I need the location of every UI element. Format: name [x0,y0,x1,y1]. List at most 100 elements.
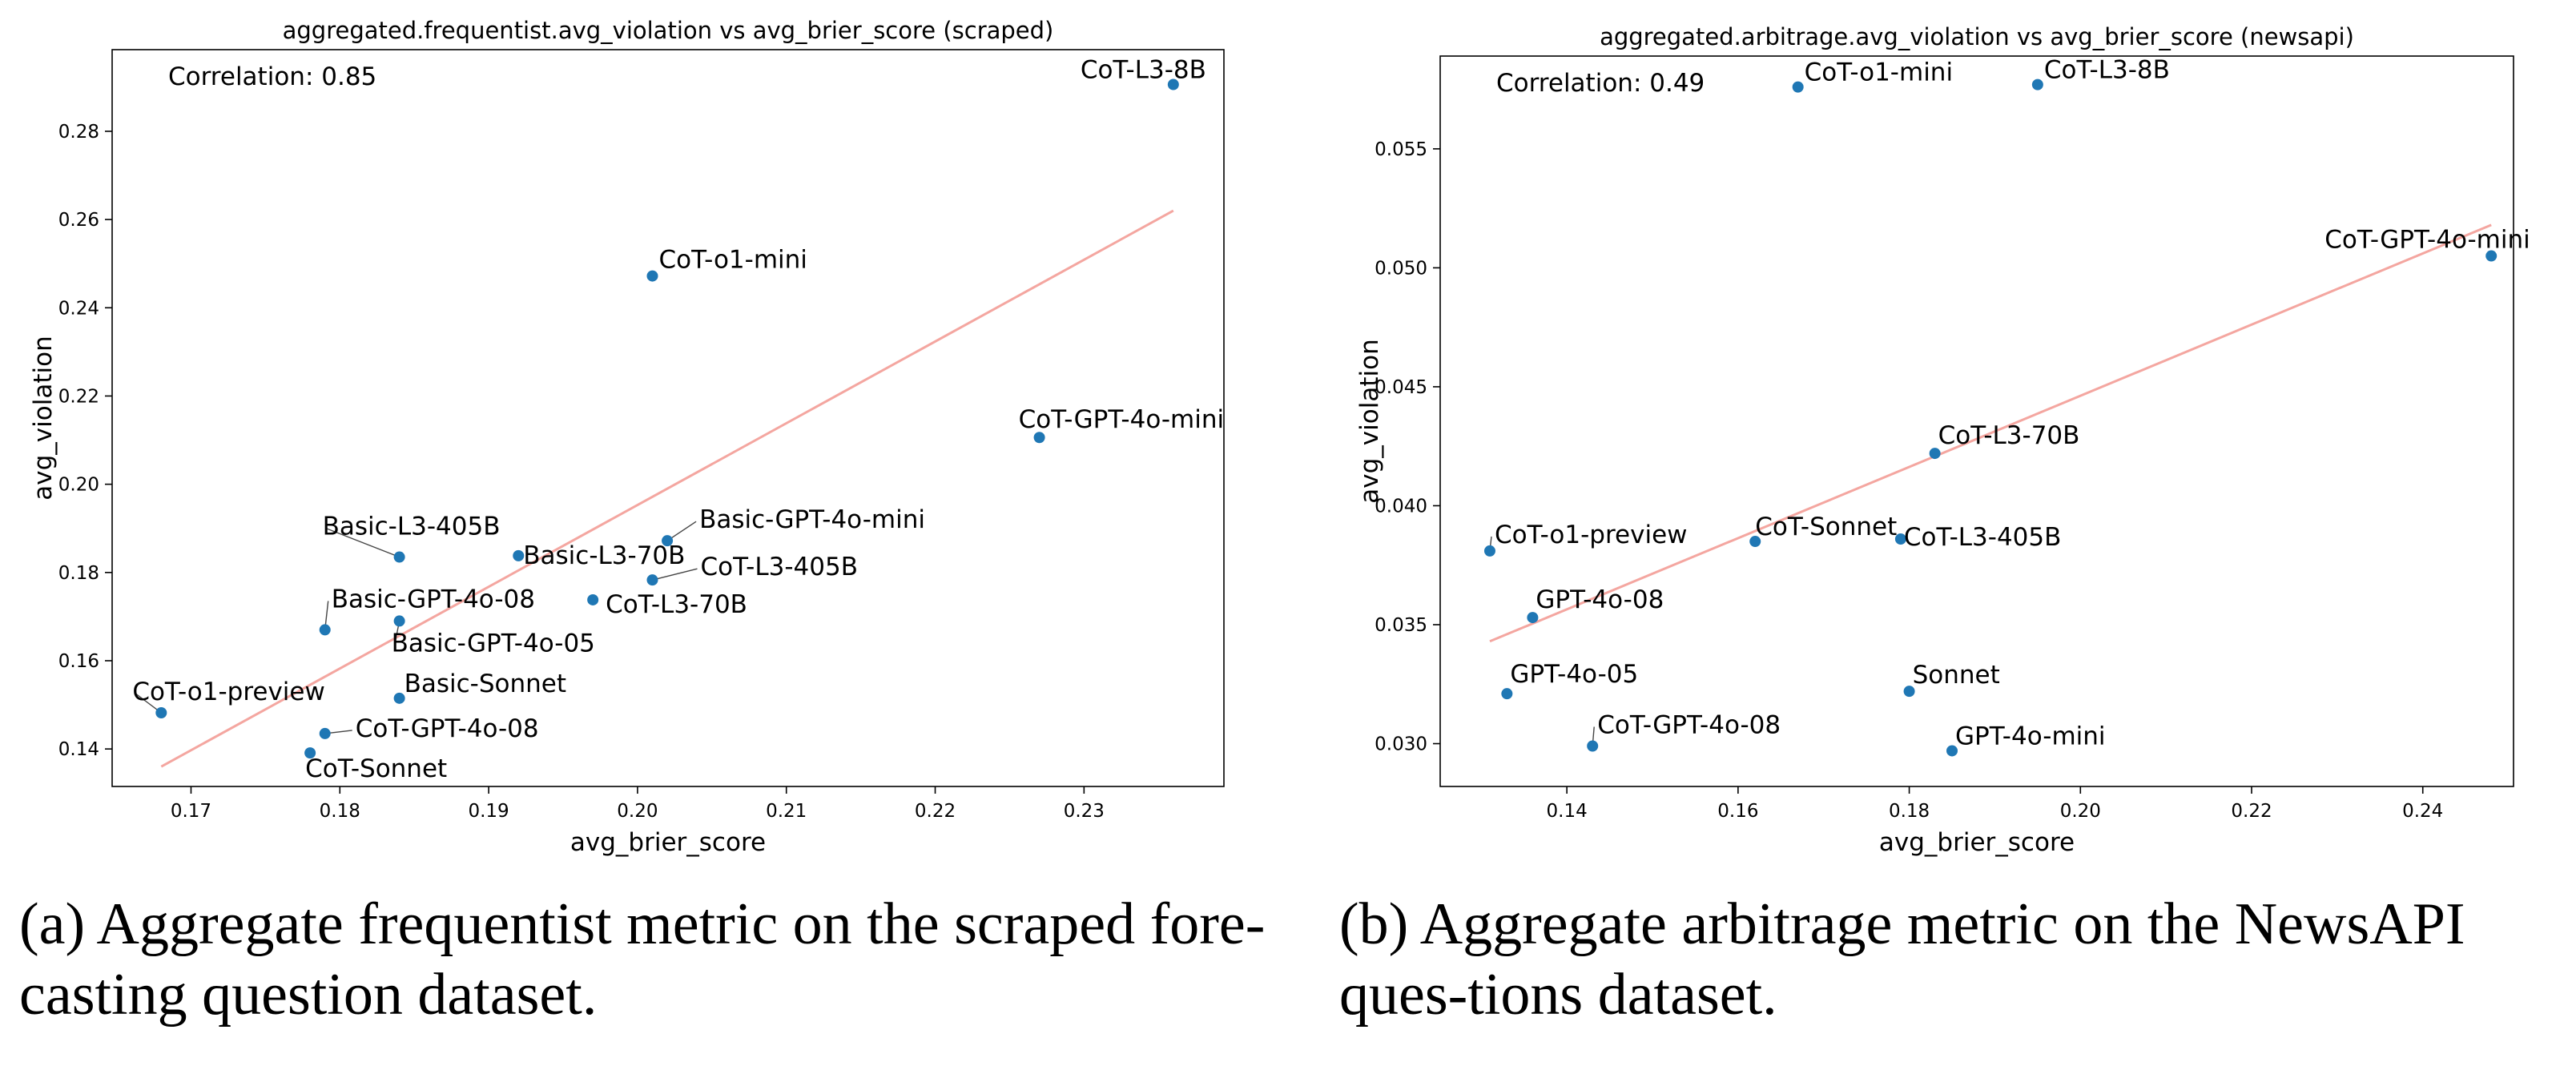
chart-1-point-label-cot-sonnet: CoT-Sonnet [305,754,447,783]
chart-1-point-basic-gpt-4o-08 [319,624,331,636]
chart-1-point-label-cot-l3-8b: CoT-L3-8B [1081,56,1206,85]
chart-2-point-cot-l3-405b [1894,533,1906,545]
chart-1-y-axis-label: avg_violation [29,336,58,500]
chart-1-point-label-basic-sonnet: Basic-Sonnet [405,670,566,698]
chart-2-point-label-cot-gpt-4o-08: CoT-GPT-4o-08 [1597,710,1781,739]
chart-2-point-label-sonnet: Sonnet [1913,661,2000,690]
chart-2-correlation-annotation: Correlation: 0.49 [1496,69,1705,98]
chart-2-point-cot-l3-70b [1929,448,1941,460]
chart-1-point-cot-l3-70b [587,593,599,605]
scatter-chart-frequentist: aggregated.frequentist.avg_violation vs … [29,17,1225,857]
chart-1-ytick-label: 0.20 [58,475,99,496]
chart-1-point-label-basic-gpt-4o-08: Basic-GPT-4o-08 [332,585,535,613]
chart-2-point-sonnet [1903,686,1915,698]
chart-1-point-cot-o1-preview [155,707,167,718]
chart-1-point-label-cot-o1-preview: CoT-o1-preview [132,678,325,706]
chart-1-correlation-annotation: Correlation: 0.85 [168,62,376,91]
chart-1-point-label-cot-o1-mini: CoT-o1-mini [658,246,807,275]
chart-2-ytick-label: 0.055 [1375,139,1427,160]
chart-2-point-label-cot-l3-8b: CoT-L3-8B [2044,56,2170,85]
figure-caption-b: (b) Aggregate arbitrage metric on the Ne… [1339,891,2465,1028]
chart-2-point-cot-l3-8b [2031,78,2043,90]
chart-2-point-label-gpt-4o-mini: GPT-4o-mini [1955,722,2106,750]
chart-1-ytick-label: 0.14 [58,739,99,760]
chart-1-point-basic-l3-70b [513,549,525,561]
scatter-chart-arbitrage: aggregated.arbitrage.avg_violation vs av… [1355,23,2530,857]
chart-1-point-cot-sonnet [304,747,316,759]
chart-1-ytick-label: 0.24 [58,298,99,319]
chart-1-point-cot-l3-8b [1167,78,1179,90]
chart-2-ytick-label: 0.035 [1375,615,1427,636]
chart-1-ytick-label: 0.28 [58,122,99,143]
chart-1-leader-line-basic-l3-405b [325,527,400,558]
chart-1-ytick-label: 0.18 [58,563,99,584]
chart-2-point-cot-o1-mini [1792,81,1804,93]
chart-1-ytick-label: 0.22 [58,386,99,407]
chart-2-point-label-gpt-4o-08: GPT-4o-08 [1536,585,1664,614]
figure-caption-a: (a) Aggregate frequentist metric on the … [19,891,1266,1028]
chart-2-xtick-label: 0.24 [2402,801,2443,822]
chart-1-xtick-label: 0.17 [171,801,211,822]
chart-2-ytick-label: 0.030 [1375,734,1427,755]
chart-1-xtick-label: 0.21 [766,801,807,822]
chart-2-ytick-label: 0.050 [1375,258,1427,279]
chart-2-point-label-cot-gpt-4o-mini: CoT-GPT-4o-mini [2324,226,2530,255]
chart-2-ytick-label: 0.040 [1375,496,1427,517]
chart-1-point-cot-gpt-4o-08 [319,727,331,739]
chart-1-x-axis-label: avg_brier_score [570,828,766,857]
chart-1-xtick-label: 0.18 [320,801,360,822]
chart-1-plot-frame [111,49,1225,787]
chart-2-trendline [1489,223,2492,643]
chart-1-point-basic-gpt-4o-mini [662,535,674,547]
chart-2-x-axis-label: avg_brier_score [1879,828,2075,857]
chart-2-plot-frame [1439,55,2514,787]
chart-2-point-cot-o1-preview [1483,545,1495,557]
chart-1-point-basic-l3-405b [393,551,405,563]
chart-1-point-label-basic-l3-70b: Basic-L3-70B [523,541,685,570]
chart-2-point-label-cot-o1-mini: CoT-o1-mini [1805,58,1953,87]
chart-1-xtick-label: 0.23 [1064,801,1105,822]
chart-1-leader-line-cot-l3-405b [652,568,698,581]
chart-1-xtick-label: 0.19 [468,801,509,822]
chart-2-point-gpt-4o-mini [1946,745,1958,757]
chart-2-point-label-cot-sonnet: CoT-Sonnet [1755,513,1897,541]
chart-1-point-basic-sonnet [393,692,405,704]
chart-2-point-cot-gpt-4o-08 [1587,740,1599,752]
chart-2-point-label-cot-l3-70b: CoT-L3-70B [1938,421,2080,450]
chart-1-ytick-label: 0.26 [58,210,99,231]
chart-1-point-cot-l3-405b [646,574,658,586]
chart-1-leader-line-basic-gpt-4o-mini [666,521,697,541]
chart-2-y-axis-label: avg_violation [1355,339,1384,503]
chart-2-ytick-label: 0.045 [1375,377,1427,398]
chart-1-xtick-label: 0.22 [915,801,956,822]
chart-1-point-cot-o1-mini [646,270,658,282]
chart-1-point-label-cot-l3-405b: CoT-L3-405B [700,553,858,581]
chart-2-xtick-label: 0.22 [2231,801,2272,822]
chart-2-xtick-label: 0.18 [1889,801,1930,822]
chart-2-point-gpt-4o-05 [1501,688,1513,700]
chart-2-point-gpt-4o-08 [1527,612,1539,624]
chart-1-point-label-cot-l3-70b: CoT-L3-70B [606,590,747,619]
chart-1-point-label-basic-gpt-4o-mini: Basic-GPT-4o-mini [699,505,925,534]
chart-1-point-label-basic-l3-405b: Basic-L3-405B [323,513,501,541]
chart-1-ytick-label: 0.16 [58,651,99,672]
chart-2-xtick-label: 0.14 [1547,801,1588,822]
chart-2-xtick-label: 0.20 [2060,801,2101,822]
chart-1-xtick-label: 0.20 [617,801,658,822]
chart-panel-arbitrage: aggregated.arbitrage.avg_violation vs av… [1288,0,2576,1086]
chart-1-title: aggregated.frequentist.avg_violation vs … [283,17,1054,44]
chart-2-point-label-gpt-4o-05: GPT-4o-05 [1510,660,1638,689]
chart-1-point-label-cot-gpt-4o-08: CoT-GPT-4o-08 [356,714,539,743]
chart-2-title: aggregated.arbitrage.avg_violation vs av… [1600,23,2354,50]
chart-2-xtick-label: 0.16 [1717,801,1758,822]
chart-panel-frequentist: aggregated.frequentist.avg_violation vs … [19,17,1266,1028]
chart-2-point-label-cot-o1-preview: CoT-o1-preview [1495,521,1688,549]
chart-1-trendline [160,209,1174,768]
chart-1-point-label-cot-gpt-4o-mini: CoT-GPT-4o-mini [1019,405,1225,434]
chart-1-point-label-basic-gpt-4o-05: Basic-GPT-4o-05 [392,629,595,658]
chart-2-point-cot-sonnet [1749,536,1761,548]
chart-1-point-basic-gpt-4o-05 [393,615,405,627]
chart-2-point-label-cot-l3-405b: CoT-L3-405B [1904,523,2062,552]
chart-1-point-cot-gpt-4o-mini [1033,432,1045,444]
chart-2-point-cot-gpt-4o-mini [2485,250,2498,262]
